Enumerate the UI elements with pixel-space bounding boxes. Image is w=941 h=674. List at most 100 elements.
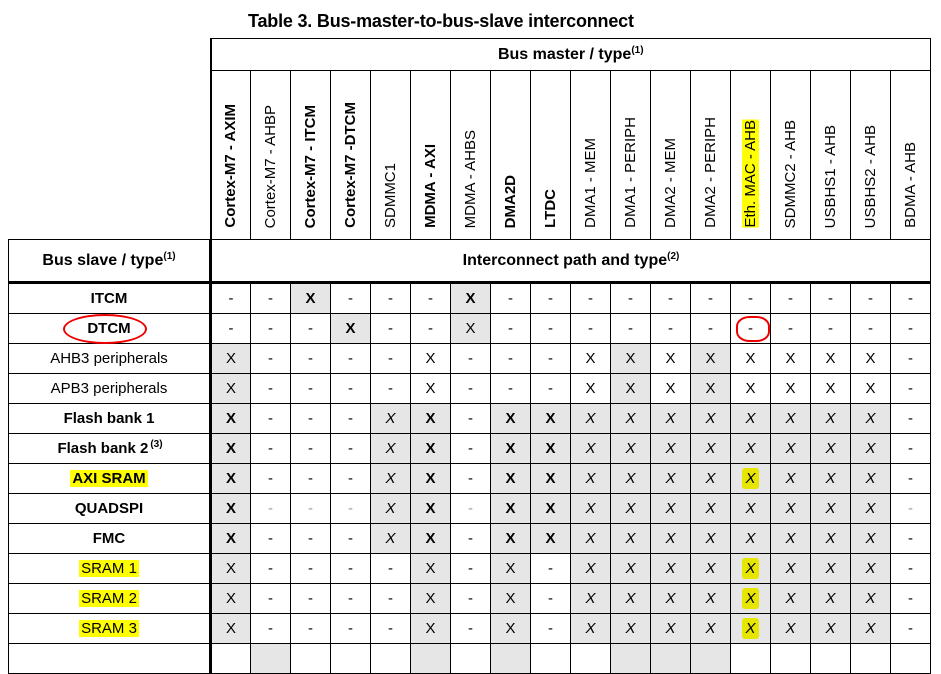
interconnect-cell: X	[210, 403, 251, 434]
path-mark: X	[505, 530, 516, 547]
no-path-mark: -	[908, 470, 913, 487]
interconnect-cell: -	[290, 553, 331, 584]
bus-slave-name: APB3 peripherals	[50, 380, 168, 397]
interconnect-cell: X	[490, 553, 531, 584]
interconnect-cell: X	[850, 433, 891, 464]
no-path-mark: -	[788, 320, 793, 337]
no-path-mark: -	[468, 590, 473, 607]
path-mark: X	[825, 530, 836, 547]
path-mark: X	[705, 380, 716, 397]
path-mark: X	[505, 410, 516, 427]
interconnect-cell: X	[210, 553, 251, 584]
no-path-mark: -	[268, 320, 273, 337]
interconnect-cell: -	[890, 282, 931, 314]
master-label: Eth. MAC - AHB	[742, 120, 759, 228]
interconnect-cell: -	[330, 373, 371, 404]
no-path-mark: -	[388, 590, 393, 607]
path-mark: X	[785, 530, 796, 547]
interconnect-cell: -	[330, 523, 371, 554]
interconnect-cell: -	[290, 493, 331, 524]
no-path-mark: -	[268, 380, 273, 397]
no-path-mark: -	[548, 290, 553, 307]
path-mark: X	[585, 380, 596, 397]
interconnect-cell	[770, 643, 811, 674]
interconnect-cell: -	[450, 403, 491, 434]
master-label: USBHS2 - AHB	[862, 124, 879, 228]
interconnect-cell: -	[690, 313, 731, 344]
path-mark: X	[425, 530, 436, 547]
no-path-mark: -	[908, 500, 913, 517]
interconnect-cell: -	[370, 553, 411, 584]
path-mark: X	[665, 620, 676, 637]
interconnect-cell: -	[250, 463, 291, 494]
interconnect-cell: X	[610, 493, 651, 524]
interconnect-cell: -	[490, 282, 531, 314]
bus-slave-label: SRAM 1	[8, 553, 212, 584]
path-mark: X	[425, 560, 436, 577]
interconnect-cell: -	[570, 313, 611, 344]
no-path-mark: -	[308, 530, 313, 547]
no-path-mark: -	[548, 620, 553, 637]
interconnect-cell: X	[210, 583, 251, 614]
interconnect-cell: -	[530, 373, 571, 404]
no-path-mark: -	[268, 350, 273, 367]
path-mark: X	[625, 590, 636, 607]
bus-slave-label: AXI SRAM	[8, 463, 212, 494]
no-path-mark: -	[468, 500, 473, 517]
path-mark: X	[865, 620, 876, 637]
interconnect-cell: -	[330, 553, 371, 584]
interconnect-cell: -	[330, 493, 371, 524]
interconnect-cell: X	[410, 613, 451, 644]
interconnect-cell: X	[690, 583, 731, 614]
interconnect-cell: -	[290, 403, 331, 434]
path-mark: X	[665, 350, 676, 367]
interconnect-cell: -	[250, 523, 291, 554]
interconnect-cell: X	[770, 613, 811, 644]
interconnect-cell: -	[810, 313, 851, 344]
interconnect-cell: X	[370, 523, 411, 554]
bus-slave-name: SRAM 3	[79, 620, 139, 637]
interconnect-cell: X	[490, 463, 531, 494]
interconnect-cell: X	[210, 493, 251, 524]
interconnect-cell: -	[450, 613, 491, 644]
interconnect-cell: -	[530, 313, 571, 344]
interconnect-cell: X	[490, 523, 531, 554]
interconnect-cell: X	[450, 282, 491, 314]
interconnect-cell: -	[290, 523, 331, 554]
interconnect-cell: X	[210, 613, 251, 644]
interconnect-cell: X	[770, 433, 811, 464]
no-path-mark: -	[548, 350, 553, 367]
path-mark: X	[505, 590, 516, 607]
path-mark: X	[225, 590, 236, 607]
no-path-mark: -	[588, 290, 593, 307]
no-path-mark: -	[908, 440, 913, 457]
interconnect-cell: X	[690, 493, 731, 524]
bus-slave-header-text: Bus slave / type	[42, 251, 164, 269]
no-path-mark: -	[268, 590, 273, 607]
path-mark: X	[505, 620, 516, 637]
no-path-mark: -	[828, 320, 833, 337]
path-mark: X	[825, 410, 836, 427]
bus-slave-name: SRAM 1	[79, 560, 139, 577]
path-mark: X	[705, 410, 716, 427]
interconnect-cell: -	[330, 613, 371, 644]
interconnect-cell: X	[810, 583, 851, 614]
path-mark: X	[505, 560, 516, 577]
interconnect-cell: X	[690, 613, 731, 644]
interconnect-cell: X	[810, 553, 851, 584]
footnote-ref: (1)	[631, 44, 644, 56]
path-mark: X	[665, 470, 676, 487]
path-mark: X	[505, 500, 516, 517]
interconnect-cell: X	[730, 553, 771, 584]
no-path-mark: -	[868, 290, 873, 307]
path-mark: X	[865, 440, 876, 457]
interconnect-table: Bus master / type(1) Cortex-M7 - AXIM Cor…	[8, 38, 931, 674]
path-mark: X	[385, 410, 396, 427]
interconnect-cell: -	[770, 313, 811, 344]
table-row: AHB3 peripherals X - - - - X - - - X X X X X X X X -	[8, 343, 931, 374]
interconnect-cell: -	[210, 313, 251, 344]
no-path-mark: -	[468, 380, 473, 397]
no-path-mark: -	[908, 380, 913, 397]
interconnect-cell: -	[610, 313, 651, 344]
interconnect-cell: X	[610, 583, 651, 614]
